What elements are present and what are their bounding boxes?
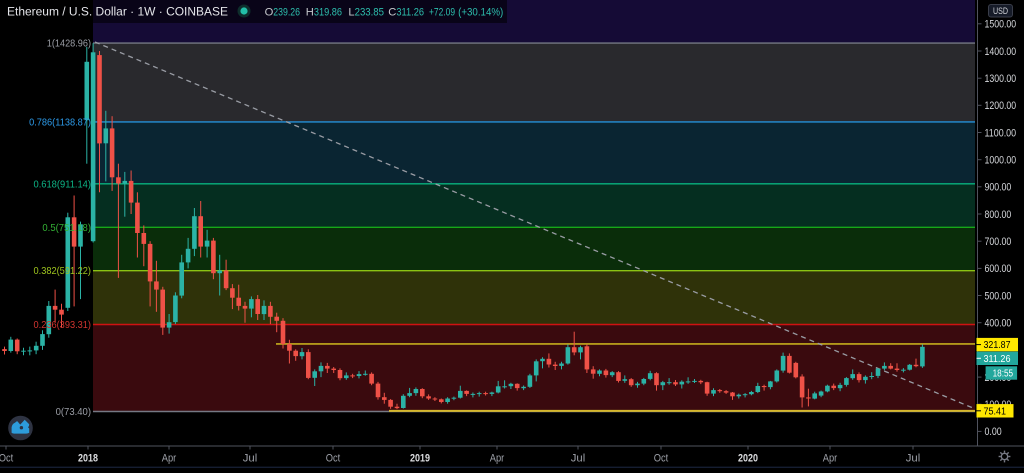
svg-text:0.382(591.22): 0.382(591.22)	[34, 265, 92, 277]
svg-text:C: C	[388, 6, 396, 18]
svg-text:1200.00: 1200.00	[985, 100, 1017, 112]
svg-text:Oct: Oct	[326, 453, 341, 465]
svg-text:0.5(751.18): 0.5(751.18)	[42, 222, 91, 234]
svg-text:0(73.40): 0(73.40)	[56, 406, 91, 418]
svg-text:(+30.14%): (+30.14%)	[458, 6, 503, 18]
svg-text:Oct: Oct	[654, 453, 669, 465]
svg-text:Ethereum / U.S. Dollar · 1W ·: Ethereum / U.S. Dollar · 1W · COINBASE	[7, 5, 228, 19]
svg-text:18:55: 18:55	[993, 369, 1014, 380]
svg-text:75.41: 75.41	[984, 406, 1007, 417]
svg-text:900.00: 900.00	[985, 182, 1012, 194]
svg-text:1500.00: 1500.00	[985, 19, 1017, 31]
svg-text:1(1428.96): 1(1428.96)	[47, 38, 91, 50]
svg-text:800.00: 800.00	[985, 209, 1012, 221]
svg-text:2020: 2020	[738, 453, 758, 465]
svg-text:2019: 2019	[410, 453, 430, 465]
svg-text:319.86: 319.86	[314, 6, 342, 18]
svg-text:USD: USD	[993, 6, 1008, 17]
svg-text:0.618(911.14): 0.618(911.14)	[34, 178, 92, 190]
svg-text:233.85: 233.85	[355, 6, 384, 18]
svg-text:Jul: Jul	[243, 453, 258, 465]
svg-text:H: H	[306, 6, 314, 18]
svg-text:Apr: Apr	[162, 453, 177, 465]
svg-text:0.236(393.31): 0.236(393.31)	[34, 319, 92, 331]
svg-text:2018: 2018	[78, 453, 98, 465]
svg-text:+72.09: +72.09	[429, 6, 455, 18]
svg-text:700.00: 700.00	[985, 236, 1012, 248]
svg-text:0.00: 0.00	[985, 426, 1002, 438]
svg-text:400.00: 400.00	[985, 318, 1012, 330]
svg-text:500.00: 500.00	[985, 290, 1012, 302]
svg-text:1300.00: 1300.00	[985, 73, 1017, 85]
svg-text:1100.00: 1100.00	[985, 127, 1017, 139]
svg-text:Apr: Apr	[823, 453, 838, 465]
svg-text:Jul: Jul	[906, 453, 921, 465]
svg-text:321.87: 321.87	[984, 340, 1011, 351]
svg-text:311.26: 311.26	[396, 6, 424, 18]
svg-text:1000.00: 1000.00	[985, 155, 1017, 167]
svg-text:239.26: 239.26	[273, 6, 300, 18]
svg-text:1400.00: 1400.00	[985, 46, 1017, 58]
svg-text:0.786(1138.87): 0.786(1138.87)	[29, 116, 91, 128]
svg-text:Apr: Apr	[490, 453, 505, 465]
svg-text:Jul: Jul	[571, 453, 586, 465]
svg-text:Oct: Oct	[0, 453, 13, 465]
svg-text:311.26: 311.26	[984, 354, 1011, 365]
svg-text:O: O	[265, 6, 274, 18]
svg-text:600.00: 600.00	[985, 263, 1012, 275]
